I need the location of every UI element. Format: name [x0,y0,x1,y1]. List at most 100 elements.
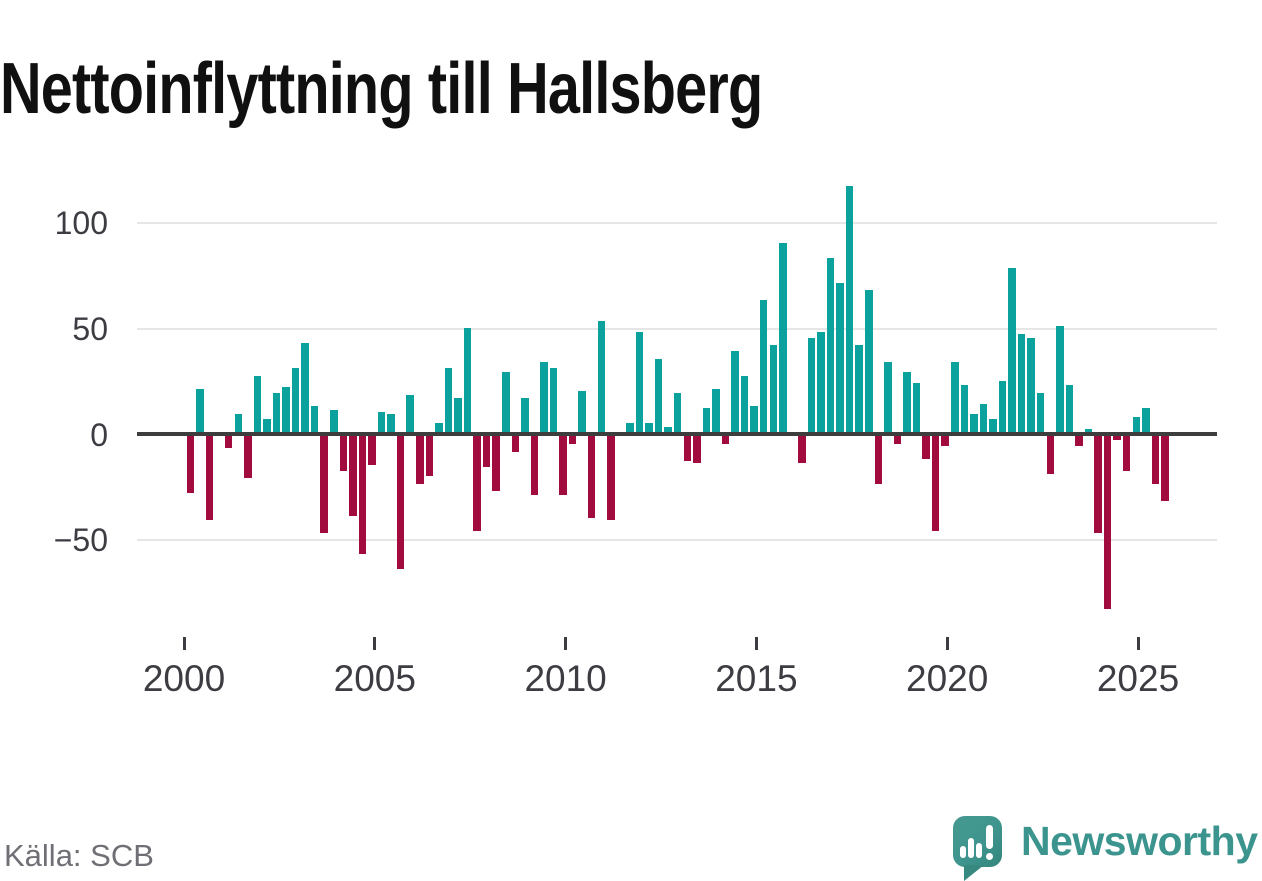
x-tick-label: 2005 [333,658,416,699]
chart-title: Nettoinflyttning till Hallsberg [0,49,763,130]
bar-2006Q4 [444,367,453,434]
bar-2016Q1 [798,435,806,463]
bar-2007Q3 [473,435,481,531]
bar-2015Q3 [779,243,787,434]
x-tick-label: 2020 [906,658,989,699]
bar-2002Q4 [291,367,300,434]
bar-2021Q1 [989,418,997,434]
bar-2023Q1 [1065,384,1074,434]
bar-2013Q2 [693,435,701,463]
bar-2019Q2 [922,435,930,459]
bar-2012Q1 [645,422,653,434]
bar-2016Q4 [826,257,835,434]
source-caption: Källa: SCB [4,838,154,873]
bar-2025Q3 [1161,435,1169,502]
bar-2018Q4 [903,372,911,434]
x-tick-mark [373,637,377,650]
bar-2019Q1 [912,382,921,434]
bar-2008Q3 [511,435,520,453]
bar-2018Q3 [893,435,902,444]
bar-2024Q1 [1103,435,1112,609]
bar-2014Q2 [731,350,739,434]
bar-2001Q2 [234,414,243,434]
bar-2009Q3 [549,367,558,434]
bar-2000Q2 [196,389,204,434]
bar-2011Q1 [607,435,615,521]
bar-2019Q3 [931,435,940,531]
bar-2006Q1 [416,435,424,485]
bar-2010Q4 [597,321,606,434]
bar-2005Q1 [377,412,386,434]
bar-2001Q1 [224,435,233,449]
bar-2024Q3 [1122,435,1131,472]
x-tick-mark [564,637,568,650]
bar-2004Q4 [368,435,376,466]
bar-2013Q4 [712,389,720,434]
bar-2021Q2 [998,380,1007,434]
bar-2007Q2 [463,327,472,434]
gridline [137,539,1217,542]
bar-2008Q2 [502,372,510,434]
x-tick-mark [1136,637,1140,650]
bar-2021Q3 [1008,268,1016,434]
bar-2004Q2 [349,435,357,516]
bar-2013Q1 [683,435,692,461]
bar-2006Q3 [435,422,443,434]
bar-2025Q1 [1142,408,1150,434]
bar-2000Q3 [205,435,214,521]
bar-2000Q1 [186,435,195,493]
bar-2012Q2 [654,359,663,434]
bar-2018Q2 [884,361,892,434]
bar-2010Q2 [578,391,586,434]
bar-2022Q3 [1046,435,1055,474]
bar-2011Q3 [626,422,634,434]
bar-2017Q1 [836,283,844,434]
bar-2014Q4 [750,405,758,434]
bar-2007Q4 [482,435,491,468]
newsworthy-logo: Newsworthy [953,815,1262,881]
gridline [137,221,1217,224]
bar-2006Q2 [425,435,434,476]
bar-2024Q4 [1132,416,1141,434]
bar-2012Q3 [664,427,672,434]
y-tick-label: 100 [54,204,108,241]
bar-2024Q2 [1113,435,1121,440]
bar-2009Q1 [530,435,539,495]
bar-2017Q2 [845,185,854,434]
bar-2008Q1 [492,435,500,491]
logo-exclamation-icon [986,825,993,849]
bar-2011Q4 [635,331,644,434]
bar-2004Q1 [339,435,348,472]
zero-axis-line [137,432,1217,436]
bar-2019Q4 [941,435,949,447]
bar-2003Q4 [330,410,338,434]
bar-2020Q3 [970,414,978,434]
bar-2022Q1 [1027,338,1035,434]
bar-2001Q3 [244,435,252,478]
x-tick-label: 2010 [524,658,607,699]
y-tick-label: −50 [53,522,108,559]
bar-2023Q3 [1084,429,1093,434]
bar-2004Q3 [358,435,367,554]
x-tick-label: 2015 [715,658,798,699]
bar-2017Q4 [865,289,873,434]
x-tick-mark [182,637,186,650]
bar-2015Q2 [769,344,777,434]
bar-2003Q1 [301,342,309,434]
bar-2007Q1 [454,397,462,434]
newsworthy-wordmark: Newsworthy [1021,818,1258,864]
bar-2009Q4 [559,435,567,495]
bar-2022Q4 [1056,325,1064,434]
gridline [137,327,1217,330]
y-tick-label: 0 [90,416,108,453]
bar-2002Q2 [272,393,281,434]
x-tick-mark [945,637,949,650]
bar-2018Q1 [874,435,883,485]
bar-2005Q3 [396,435,405,569]
x-tick-label: 2025 [1096,658,1180,699]
bar-2020Q1 [951,361,959,434]
newsworthy-logo-icon [953,816,1002,867]
bar-2015Q1 [759,300,768,434]
bar-2002Q3 [282,386,290,434]
logo-chart-bar-icon [976,843,982,858]
